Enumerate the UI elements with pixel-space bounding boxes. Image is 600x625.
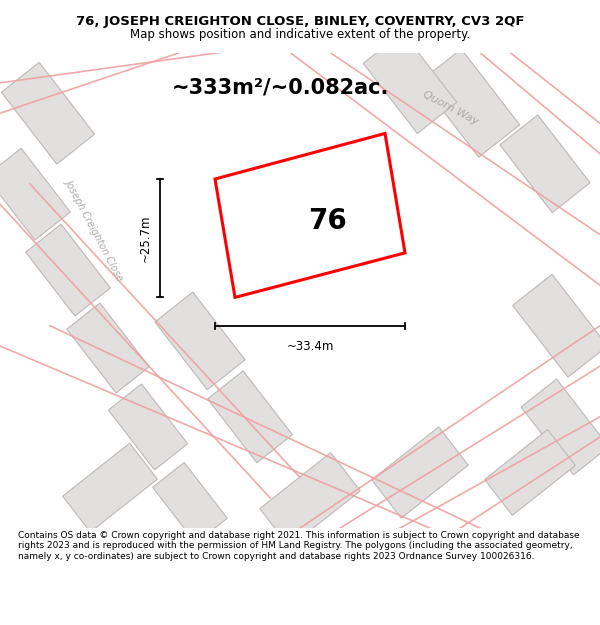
Polygon shape: [67, 303, 149, 393]
Polygon shape: [363, 32, 457, 134]
Polygon shape: [512, 274, 600, 378]
Text: ~33.4m: ~33.4m: [286, 340, 334, 353]
Text: ~333m²/~0.082ac.: ~333m²/~0.082ac.: [172, 78, 389, 98]
Polygon shape: [62, 443, 157, 532]
Text: Contains OS data © Crown copyright and database right 2021. This information is : Contains OS data © Crown copyright and d…: [18, 531, 580, 561]
Polygon shape: [485, 429, 575, 516]
Polygon shape: [372, 427, 468, 518]
Text: Joseph Creighton Close: Joseph Creighton Close: [64, 177, 126, 282]
Polygon shape: [521, 379, 600, 475]
Polygon shape: [260, 452, 360, 547]
Polygon shape: [208, 371, 292, 462]
Polygon shape: [152, 462, 227, 543]
Polygon shape: [155, 292, 245, 390]
Text: ~25.7m: ~25.7m: [139, 214, 152, 262]
Text: 76, JOSEPH CREIGHTON CLOSE, BINLEY, COVENTRY, CV3 2QF: 76, JOSEPH CREIGHTON CLOSE, BINLEY, COVE…: [76, 15, 524, 28]
Polygon shape: [1, 62, 95, 164]
Text: Quorn Way: Quorn Way: [421, 89, 479, 127]
Polygon shape: [109, 384, 188, 470]
Polygon shape: [420, 49, 520, 157]
Polygon shape: [0, 148, 70, 240]
Polygon shape: [500, 115, 590, 212]
Polygon shape: [26, 224, 110, 316]
Text: Map shows position and indicative extent of the property.: Map shows position and indicative extent…: [130, 28, 470, 41]
Text: 76: 76: [308, 207, 347, 235]
